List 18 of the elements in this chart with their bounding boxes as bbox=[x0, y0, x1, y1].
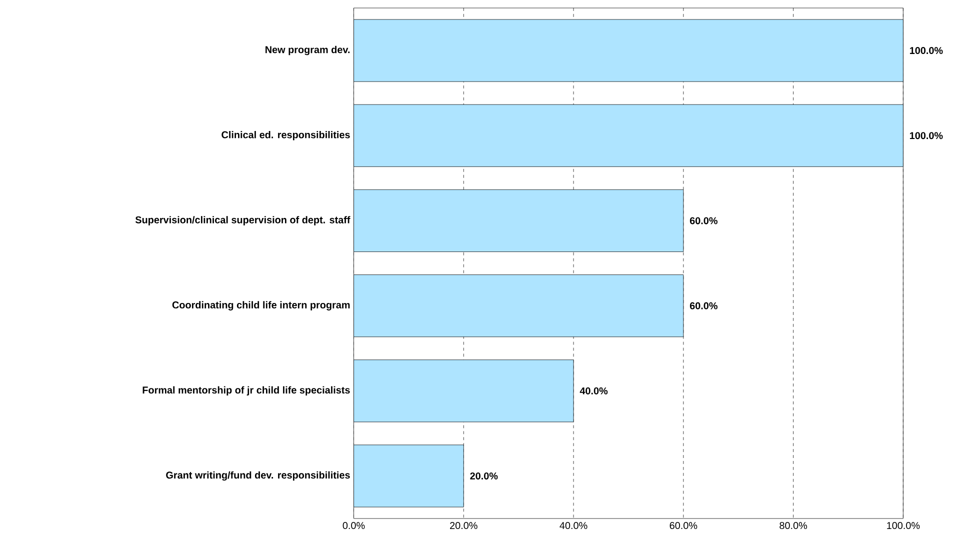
data-label: 60.0% bbox=[690, 302, 718, 310]
y-tick-label: Clinical ed. responsibilities bbox=[222, 130, 350, 140]
x-tick-label: 80.0% bbox=[780, 522, 808, 529]
data-label: 20.0% bbox=[470, 472, 498, 480]
y-tick-label: Supervision/clinical supervision of dept. staff bbox=[135, 216, 350, 226]
data-label: 100.0% bbox=[910, 46, 943, 54]
x-tick-label: 20.0% bbox=[450, 522, 478, 529]
x-tick-label: 100.0% bbox=[887, 522, 920, 529]
y-tick-label: Grant writing/fund dev. responsibilities bbox=[166, 471, 350, 480]
x-tick-label: 60.0% bbox=[670, 522, 698, 529]
y-tick-label: New program dev. bbox=[266, 46, 350, 55]
x-tick-label: 40.0% bbox=[560, 522, 588, 529]
y-tick-label: Formal mentorship of jr child life specialists bbox=[142, 386, 350, 396]
x-tick-label: 0.0% bbox=[342, 522, 365, 529]
data-label: 100.0% bbox=[910, 132, 943, 139]
data-label: 60.0% bbox=[690, 217, 718, 224]
data-label: 40.0% bbox=[580, 387, 608, 394]
y-tick-label: Coordinating child life intern program bbox=[172, 300, 350, 310]
